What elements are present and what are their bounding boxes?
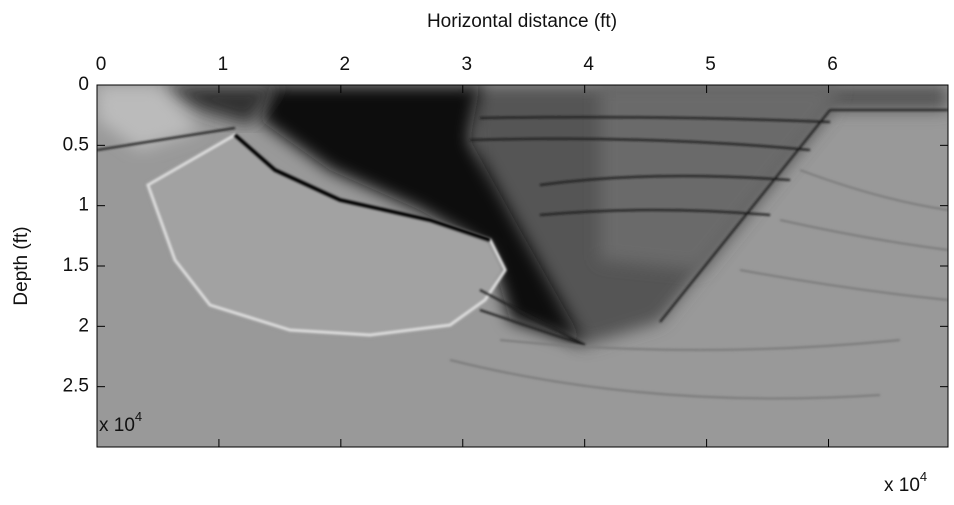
y-tick-label: 1 (78, 195, 89, 216)
x-tick-label: 5 (705, 54, 716, 75)
x-multiplier: x 104 (884, 469, 927, 496)
x-tick-label: 0 (96, 54, 107, 75)
x-tick-label: 2 (340, 54, 351, 75)
x-tick-label: 4 (583, 54, 594, 75)
y-tick-label: 0 (78, 74, 89, 95)
x-tick-label: 6 (827, 54, 838, 75)
y-axis-label: Depth (ft) (11, 226, 32, 305)
y-multiplier-power: 4 (135, 409, 142, 424)
x-multiplier-power: 4 (920, 469, 927, 484)
y-tick-label: 2.5 (63, 376, 89, 397)
y-multiplier: x 104 (99, 409, 142, 436)
y-tick-label: 1.5 (63, 255, 89, 276)
x-tick-label: 1 (218, 54, 229, 75)
y-tick-label: 0.5 (63, 134, 89, 155)
y-multiplier-base: x 10 (99, 415, 135, 436)
y-tick-label: 2 (78, 315, 89, 336)
seismic-image (97, 85, 948, 447)
x-multiplier-base: x 10 (884, 475, 920, 496)
x-tick-label: 3 (461, 54, 472, 75)
x-axis-label: Horizontal distance (ft) (427, 11, 617, 32)
